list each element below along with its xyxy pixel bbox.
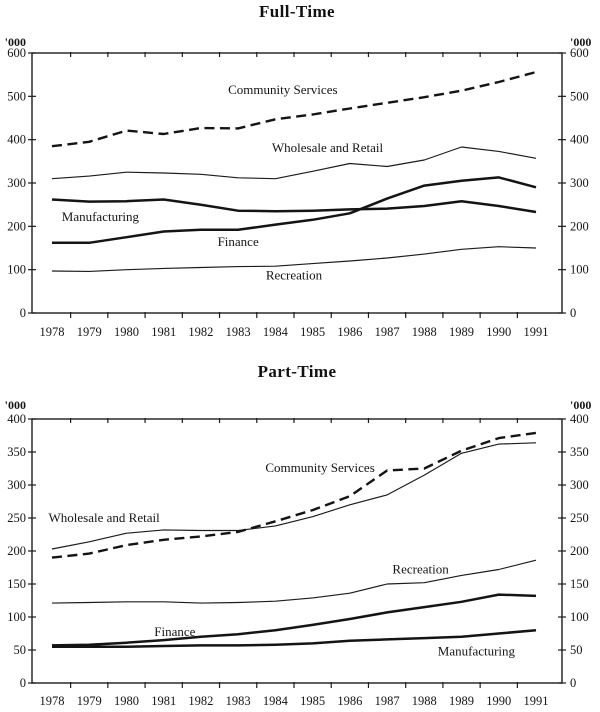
part-time-y-tick-label-left: 50 bbox=[14, 643, 27, 657]
part-time-x-tick-label: 1988 bbox=[412, 694, 437, 708]
part-time-series-line-recreation bbox=[51, 559, 537, 604]
full-time-x-tick-label: 1983 bbox=[226, 325, 251, 339]
part-time-x-tick-label: 1989 bbox=[449, 694, 474, 708]
part-time-x-tick-label: 1978 bbox=[40, 694, 65, 708]
part-time-series-label-community-services: Community Services bbox=[265, 460, 374, 475]
full-time-y-tick-label-right: 300 bbox=[570, 176, 589, 190]
full-time-series-label-wholesale-and-retail: Wholesale and Retail bbox=[272, 140, 384, 155]
part-time-series-line-wholesale-and-retail bbox=[51, 442, 537, 550]
full-time-y-tick-label-right: 200 bbox=[570, 219, 589, 233]
part-time-x-tick-label: 1982 bbox=[188, 694, 213, 708]
full-time-series-line-finance bbox=[52, 176, 537, 245]
part-time-series-label-manufacturing: Manufacturing bbox=[438, 643, 516, 658]
full-time-unit-label-left: '000 bbox=[5, 35, 26, 49]
full-time-series-line-wholesale-and-retail bbox=[51, 146, 537, 180]
parttime-chart-title: Part-Time bbox=[257, 362, 337, 381]
full-time-x-tick-label: 1978 bbox=[40, 325, 65, 339]
part-time-y-tick-label-right: 300 bbox=[570, 478, 589, 492]
full-time-y-tick-label-left: 200 bbox=[7, 219, 26, 233]
full-time-series-label-recreation: Recreation bbox=[266, 267, 323, 282]
full-time-x-tick-label: 1988 bbox=[412, 325, 437, 339]
part-time-y-tick-label-right: 400 bbox=[570, 412, 589, 426]
full-time-x-tick-label: 1985 bbox=[300, 325, 325, 339]
full-time-y-tick-label-left: 600 bbox=[7, 46, 26, 60]
full-time-unit-label-right: '000 bbox=[570, 35, 591, 49]
full-time-y-tick-label-left: 0 bbox=[20, 306, 26, 320]
part-time-x-tick-label: 1984 bbox=[263, 694, 289, 708]
full-time-y-tick-label-left: 500 bbox=[7, 89, 26, 103]
part-time-x-tick-label: 1979 bbox=[77, 694, 102, 708]
full-time-x-tick-label: 1986 bbox=[337, 325, 362, 339]
part-time-series-label-recreation: Recreation bbox=[392, 561, 449, 576]
part-time-x-tick-label: 1985 bbox=[300, 694, 325, 708]
full-time-y-tick-label-right: 500 bbox=[570, 89, 589, 103]
full-time-x-tick-label: 1981 bbox=[151, 325, 176, 339]
part-time-y-tick-label-right: 100 bbox=[570, 610, 589, 624]
part-time-y-tick-label-right: 150 bbox=[570, 577, 589, 591]
part-time-unit-label-left: '000 bbox=[5, 398, 26, 412]
full-time-x-tick-label: 1979 bbox=[77, 325, 102, 339]
part-time-y-tick-label-right: 50 bbox=[570, 643, 583, 657]
part-time-x-tick-label: 1991 bbox=[523, 694, 548, 708]
part-time-x-tick-label: 1987 bbox=[375, 694, 400, 708]
full-time-x-tick-label: 1980 bbox=[114, 325, 139, 339]
full-time-x-tick-label: 1982 bbox=[188, 325, 213, 339]
part-time-y-tick-label-left: 0 bbox=[20, 676, 26, 690]
full-time-x-tick-label: 1984 bbox=[263, 325, 289, 339]
full-time-y-tick-label-right: 0 bbox=[570, 306, 576, 320]
part-time-y-tick-label-left: 100 bbox=[7, 610, 26, 624]
part-time-x-tick-label: 1990 bbox=[486, 694, 511, 708]
part-time-y-tick-label-left: 250 bbox=[7, 511, 26, 525]
full-time-series-line-manufacturing bbox=[51, 198, 537, 214]
part-time-y-tick-label-left: 400 bbox=[7, 412, 26, 426]
part-time-x-tick-label: 1986 bbox=[337, 694, 362, 708]
part-time-x-tick-label: 1980 bbox=[114, 694, 139, 708]
part-time-y-tick-label-left: 300 bbox=[7, 478, 26, 492]
full-time-series-label-manufacturing: Manufacturing bbox=[62, 209, 140, 224]
full-time-y-tick-label-right: 400 bbox=[570, 133, 589, 147]
part-time-y-tick-label-right: 0 bbox=[570, 676, 576, 690]
full-time-x-tick-label: 1990 bbox=[486, 325, 511, 339]
part-time-x-tick-label: 1983 bbox=[226, 694, 251, 708]
part-time-unit-label-right: '000 bbox=[570, 398, 591, 412]
part-time-y-tick-label-right: 250 bbox=[570, 511, 589, 525]
full-time-x-tick-label: 1991 bbox=[523, 325, 548, 339]
part-time-y-tick-label-left: 150 bbox=[7, 577, 26, 591]
full-time-series-label-community-services: Community Services bbox=[228, 82, 337, 97]
full-time-y-tick-label-left: 300 bbox=[7, 176, 26, 190]
full-time-x-tick-label: 1987 bbox=[375, 325, 400, 339]
full-time-y-tick-label-left: 100 bbox=[7, 263, 26, 277]
part-time-series-line-community-services bbox=[51, 431, 537, 559]
fulltime-chart-title: Full-Time bbox=[258, 2, 335, 21]
part-time-series-line-manufacturing bbox=[52, 628, 537, 648]
full-time-series-line-recreation bbox=[51, 246, 537, 272]
full-time-x-tick-label: 1989 bbox=[449, 325, 474, 339]
part-time-y-tick-label-right: 350 bbox=[570, 445, 589, 459]
full-time-series-line-community-services bbox=[51, 70, 537, 148]
part-time-series-line-finance bbox=[51, 593, 537, 647]
part-time-series-label-finance: Finance bbox=[154, 624, 195, 639]
part-time-y-tick-label-left: 200 bbox=[7, 544, 26, 558]
part-time-y-tick-label-left: 350 bbox=[7, 445, 26, 459]
full-time-y-tick-label-left: 400 bbox=[7, 133, 26, 147]
part-time-x-tick-label: 1981 bbox=[151, 694, 176, 708]
part-time-series-label-wholesale-and-retail: Wholesale and Retail bbox=[49, 510, 161, 525]
part-time-y-tick-label-right: 200 bbox=[570, 544, 589, 558]
full-time-series-label-finance: Finance bbox=[218, 234, 259, 249]
full-time-y-tick-label-right: 100 bbox=[570, 263, 589, 277]
full-time-y-tick-label-right: 600 bbox=[570, 46, 589, 60]
